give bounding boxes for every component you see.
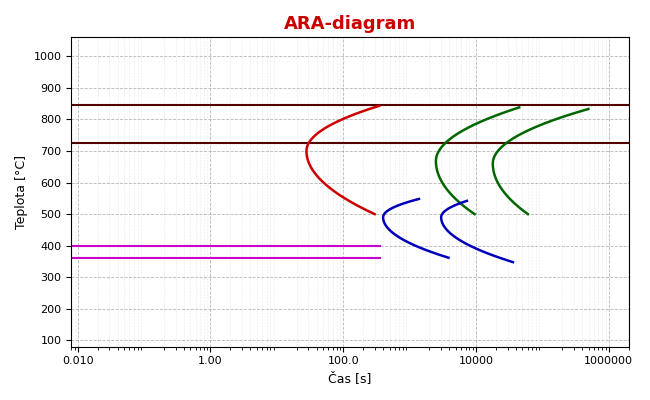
Title: ARA-diagram: ARA-diagram (284, 15, 416, 33)
X-axis label: Čas [s]: Čas [s] (328, 372, 372, 385)
Y-axis label: Teplota [°C]: Teplota [°C] (15, 155, 28, 229)
